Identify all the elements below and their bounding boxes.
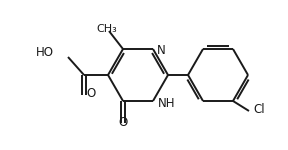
Text: O: O [86, 87, 95, 100]
Text: NH: NH [158, 98, 175, 111]
Text: HO: HO [36, 46, 54, 60]
Text: Cl: Cl [253, 103, 265, 116]
Text: CH₃: CH₃ [97, 24, 118, 34]
Text: N: N [157, 44, 166, 57]
Text: O: O [118, 116, 128, 129]
